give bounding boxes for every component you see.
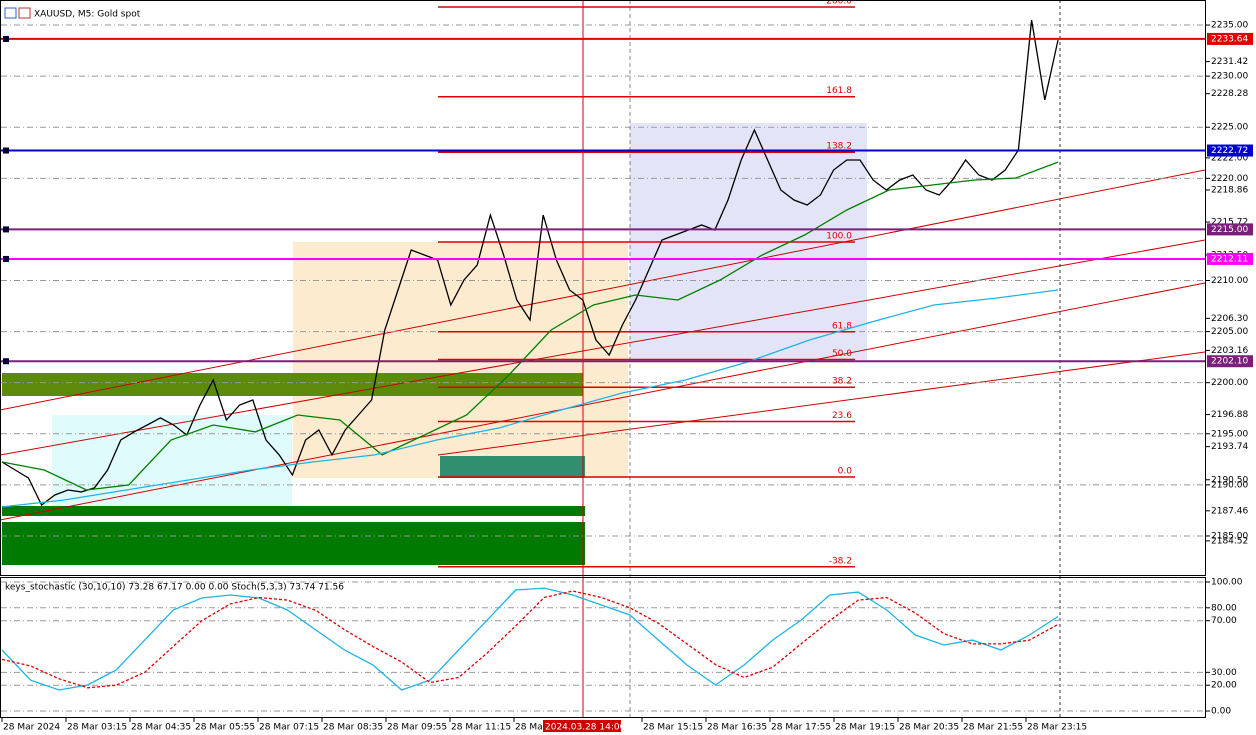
y-tick-label: 20.00 [1211, 681, 1237, 691]
level-handle [3, 35, 9, 42]
series-line [1, 590, 1059, 689]
y-tick-label: 80.00 [1211, 603, 1237, 613]
x-tick-label: 28 Mar 09:55 [387, 723, 447, 733]
y-tick-label: 2187.46 [1211, 506, 1248, 516]
x-tick-label: 28 Mar 05:55 [195, 723, 255, 733]
zone [52, 415, 292, 512]
series-line [1, 289, 1059, 508]
series-line [1, 587, 1059, 691]
icon [4, 7, 17, 19]
y-tick-label: 2218.86 [1211, 185, 1248, 195]
level-label: 2233.64 [1211, 34, 1248, 44]
fib-label: 100.0 [826, 231, 852, 241]
y-tick-label: 2231.42 [1211, 57, 1248, 67]
y-tick-label: 2220.00 [1211, 174, 1248, 184]
x-tick-label: 28 Mar 16:35 [707, 723, 767, 733]
zones [2, 123, 867, 565]
y-tick-label: 2196.88 [1211, 410, 1248, 420]
y-tick-label: 2222.00 [1211, 153, 1248, 163]
series-line [1, 161, 1059, 491]
series-line [1, 19, 1059, 506]
x-tick-label: 28 Mar 08:35 [323, 723, 383, 733]
y-tick-label: 2210.00 [1211, 276, 1248, 286]
x-tick-label: 28 Mar 23:15 [1027, 723, 1087, 733]
fib-label: 50.0 [832, 349, 852, 359]
fib-label: 138.2 [826, 142, 852, 152]
y-tick-label: 100.00 [1211, 578, 1243, 588]
crosshair-time-label: 2024.03.28 14:00 [545, 723, 626, 733]
y-tick-label: 2195.00 [1211, 429, 1248, 439]
y-tick-label: 2193.74 [1211, 442, 1248, 452]
y-tick-label: 2200.00 [1211, 378, 1248, 388]
y-tick-label: 2205.00 [1211, 327, 1248, 337]
indicator-frame [0, 577, 1206, 718]
level-label-box [1207, 252, 1253, 265]
fib-label: 161.8 [826, 86, 852, 96]
chart-title: XAUUSD, M5: Gold spot [34, 10, 141, 20]
level-label: 2202.10 [1211, 357, 1248, 367]
main-frame [0, 0, 1206, 576]
x-tick-label: 28 Mar 19:15 [835, 723, 895, 733]
trendline [437, 351, 1206, 456]
x-tick-label: 28 Mar 07:15 [259, 723, 319, 733]
y-tick-label: 2235.00 [1211, 21, 1248, 31]
x-tick-label: 28 Mar 03:15 [67, 723, 127, 733]
x-tick-label: 28 Mar 11:15 [451, 723, 511, 733]
y-tick-label: 2225.00 [1211, 123, 1248, 133]
fib-label: 0.0 [838, 467, 853, 477]
level-handle [3, 255, 9, 262]
zone [2, 506, 585, 516]
y-tick-label: 2203.16 [1211, 346, 1248, 356]
y-tick-label: 2190.00 [1211, 480, 1248, 490]
indicator-title: keys_stochastic (30,10,10) 73.28 67.17 0… [5, 583, 344, 593]
icon [18, 7, 31, 19]
trendline [0, 169, 1206, 411]
y-tick-label: 0.00 [1211, 707, 1231, 717]
y-tick-label: 2190.50 [1211, 475, 1248, 485]
crosshair-time-box [543, 720, 621, 732]
level-label-box [1207, 144, 1253, 157]
x-tick-label: 28 Mar 21:55 [963, 723, 1023, 733]
level-label-box [1207, 32, 1253, 45]
x-tick-label: 28 Mar 2024 [3, 723, 60, 733]
level-label: 2212.11 [1211, 254, 1248, 264]
fib-label: 38.2 [832, 377, 852, 387]
trendline [0, 282, 1206, 521]
level-handle [3, 226, 9, 233]
x-tick-label: 28 Mar 17:55 [771, 723, 831, 733]
level-handle [3, 147, 9, 154]
y-tick-label: 2206.30 [1211, 314, 1248, 324]
y-tick-label: 2184.52 [1211, 536, 1248, 546]
y-tick-label: 2230.00 [1211, 72, 1248, 82]
plot-layer: 200.0 161.8 138.2 100.0 61.8 50.0 38.2 23.6 0.0 -… [1, 0, 1206, 712]
y-tick-label: 2215.72 [1211, 218, 1248, 228]
y-tick-label: 70.00 [1211, 616, 1237, 626]
y-tick-label: 2228.28 [1211, 89, 1248, 99]
level-handle [3, 358, 9, 365]
y-tick-label: 2185.00 [1211, 531, 1248, 541]
level-label-box [1207, 355, 1253, 368]
level-label: 2222.72 [1211, 146, 1248, 156]
x-tick-label: 28 Mar 04:35 [131, 723, 191, 733]
x-tick-label: 28 Mar 20:35 [899, 723, 959, 733]
zone [440, 456, 585, 478]
zone [2, 522, 585, 565]
level-label: 2215.00 [1211, 225, 1248, 235]
fib-label: 200.0 [826, 0, 852, 6]
fib-label: 61.8 [832, 321, 852, 331]
x-tick-label: 28 Mar 15:15 [643, 723, 703, 733]
level-label-box [1207, 223, 1253, 236]
fib-label: -38.2 [829, 556, 852, 566]
zone [2, 373, 583, 396]
header: XAUUSD, M5: Gold spot [4, 7, 141, 20]
fib-label: 23.6 [832, 411, 852, 421]
y-tick-label: 30.00 [1211, 668, 1237, 678]
